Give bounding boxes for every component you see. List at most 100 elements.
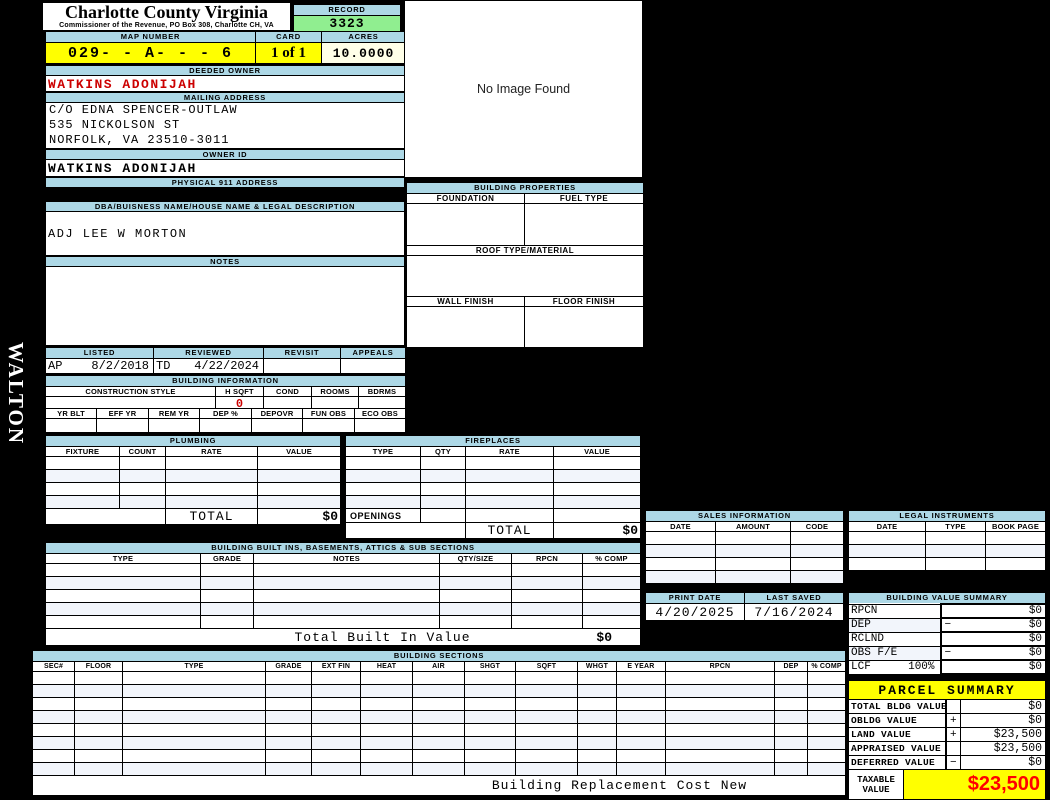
notes-label: NOTES — [45, 256, 405, 267]
fuel-type-value — [524, 203, 643, 246]
reviewed-value: TD 4/22/2024 — [153, 358, 264, 373]
empty-cell — [165, 456, 258, 470]
row-value: $0 — [1028, 661, 1043, 673]
fireplaces-total-label: TOTAL — [465, 522, 554, 538]
code-label: CODE — [789, 521, 844, 532]
floor-finish-label: FLOOR FINISH — [524, 296, 643, 307]
empty-cell — [665, 762, 775, 776]
row-value: $0 — [1028, 619, 1043, 631]
empty-cell — [511, 602, 583, 616]
empty-cell — [360, 684, 413, 698]
empty-cell — [465, 469, 554, 483]
empty-cell — [46, 615, 201, 629]
record-box: RECORD 3323 — [293, 4, 401, 32]
date-label: DATE — [849, 521, 926, 532]
empty-cell — [119, 456, 166, 470]
empty-cell — [515, 762, 578, 776]
empty-cell — [511, 589, 583, 603]
empty-cell — [985, 557, 1045, 570]
fireplaces-table: FIREPLACES TYPE QTY RATE VALUE OPENINGS … — [345, 435, 642, 539]
total-bldg-value-label: TOTAL BLDG VALUE — [849, 699, 946, 714]
empty-cell — [511, 563, 583, 577]
empty-cell — [439, 576, 512, 590]
pct-comp-label: % COMP — [582, 553, 640, 564]
row-label: DEP — [851, 619, 871, 631]
empty-row — [346, 495, 641, 509]
eff-yr-label: EFF YR — [96, 409, 149, 419]
built-in-total-value: $0 — [511, 628, 640, 645]
empty-row — [849, 557, 1045, 570]
empty-cell — [311, 723, 361, 737]
empty-cell — [665, 710, 775, 724]
empty-row — [849, 544, 1045, 558]
count-label: COUNT — [119, 446, 166, 457]
sections-footer-spacer — [774, 775, 846, 795]
h-sqft-value: 0 — [215, 396, 264, 411]
row-label: RPCN — [851, 605, 878, 617]
empty-cell — [122, 749, 266, 763]
empty-cell — [33, 697, 75, 711]
mailing-address-box: C/O EDNA SPENCER-OUTLAW 535 NICKOLSON ST… — [45, 103, 405, 149]
empty-cell — [253, 563, 440, 577]
empty-cell — [122, 736, 266, 750]
floor-label: FLOOR — [74, 661, 123, 672]
type-label: TYPE — [925, 521, 986, 532]
empty-cell — [552, 482, 641, 496]
empty-cell — [165, 469, 258, 483]
empty-row — [46, 495, 341, 509]
empty-cell — [311, 749, 361, 763]
empty-cell — [806, 671, 846, 685]
empty-cell — [806, 697, 846, 711]
empty-cell — [806, 723, 846, 737]
empty-cell — [412, 736, 465, 750]
empty-cell — [582, 576, 640, 590]
empty-cell — [200, 602, 254, 616]
deferred-value: $0 — [959, 755, 1046, 770]
empty-row — [646, 544, 844, 558]
appeals-value — [340, 358, 405, 373]
floor-finish-value — [524, 306, 643, 347]
empty-cell — [165, 482, 258, 496]
empty-cell — [582, 602, 640, 616]
empty-row — [33, 684, 846, 698]
empty-cell — [646, 557, 716, 571]
empty-cell — [582, 615, 640, 629]
plumbing-table: PLUMBING FIXTURE COUNT RATE VALUE TOTAL … — [45, 435, 342, 525]
empty-cell — [806, 710, 846, 724]
empty-cell — [789, 531, 844, 545]
empty-cell — [925, 557, 986, 570]
print-date-label: PRINT DATE — [646, 593, 745, 604]
book-page-label: BOOK PAGE — [985, 521, 1045, 532]
empty-cell — [265, 762, 312, 776]
row-operator: − — [944, 755, 961, 770]
air-label: AIR — [412, 661, 465, 672]
map-number-label: MAP NUMBER — [46, 32, 256, 43]
empty-row — [646, 570, 844, 583]
building-information: BUILDING INFORMATION CONSTRUCTION STYLE … — [45, 375, 407, 412]
empty-cell — [715, 544, 791, 558]
parcel-summary-table: PARCEL SUMMARY TOTAL BLDG VALUE $0 OBLDG… — [848, 680, 1047, 800]
fun-obs-label: FUN OBS — [302, 409, 355, 419]
empty-cell — [552, 456, 641, 470]
empty-cell — [646, 531, 716, 545]
listed-value: AP 8/2/2018 — [46, 358, 154, 373]
empty-cell — [253, 615, 440, 629]
rem-yr-value — [148, 418, 200, 432]
empty-cell — [346, 469, 421, 483]
replacement-cost-label: Building Replacement Cost New — [464, 775, 775, 795]
empty-cell — [74, 671, 123, 685]
legal-instruments-title: LEGAL INSTRUMENTS — [849, 511, 1045, 522]
empty-cell — [33, 684, 75, 698]
empty-row — [849, 531, 1045, 545]
empty-cell — [665, 723, 775, 737]
empty-cell — [119, 482, 166, 496]
reviewed-code: TD — [156, 359, 171, 373]
empty-cell — [33, 749, 75, 763]
empty-cell — [256, 482, 341, 496]
openings-label: OPENINGS — [346, 508, 421, 523]
rpcn-label: RPCN — [665, 661, 775, 672]
rclnd-value: $0 — [939, 631, 1046, 647]
empty-cell — [74, 762, 123, 776]
appraised-value: $23,500 — [959, 741, 1046, 756]
empty-cell — [715, 570, 791, 583]
